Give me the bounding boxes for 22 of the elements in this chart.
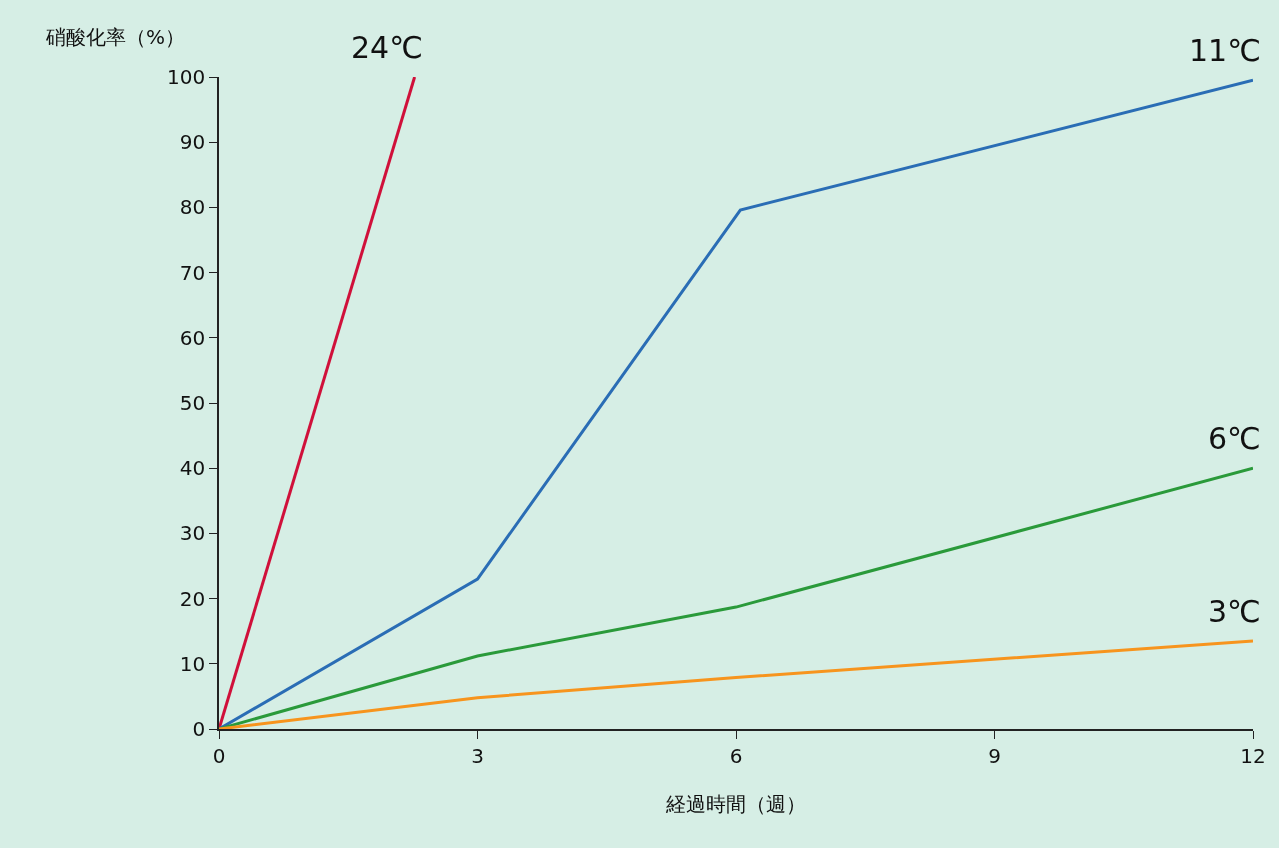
x-tick-label: 3 xyxy=(471,743,484,768)
x-tick-label: 6 xyxy=(729,743,743,768)
y-tick-label: 50 xyxy=(179,391,206,415)
y-tick-label: 90 xyxy=(179,130,206,155)
series-label: 6℃ xyxy=(1208,421,1261,456)
x-tick-label: 12 xyxy=(1240,743,1266,768)
y-tick-label: 30 xyxy=(179,521,206,546)
y-tick-label: 20 xyxy=(179,586,206,611)
x-tick-label: 9 xyxy=(988,743,1001,768)
x-axis-title: 経過時間（週） xyxy=(665,791,806,816)
series-label: 24℃ xyxy=(351,30,423,65)
series-label: 11℃ xyxy=(1189,33,1261,68)
y-tick-label: 80 xyxy=(179,195,206,220)
y-axis-title: 硝酸化率（%） xyxy=(45,25,186,49)
series-label: 3℃ xyxy=(1208,594,1261,629)
x-tick-label: 0 xyxy=(212,743,226,768)
y-tick-label: 70 xyxy=(179,260,206,285)
y-tick-label: 60 xyxy=(179,325,206,350)
y-tick-label: 10 xyxy=(179,651,206,676)
y-tick-label: 40 xyxy=(179,456,206,481)
y-tick-label: 0 xyxy=(192,717,206,741)
y-tick-label: 100 xyxy=(167,65,206,89)
